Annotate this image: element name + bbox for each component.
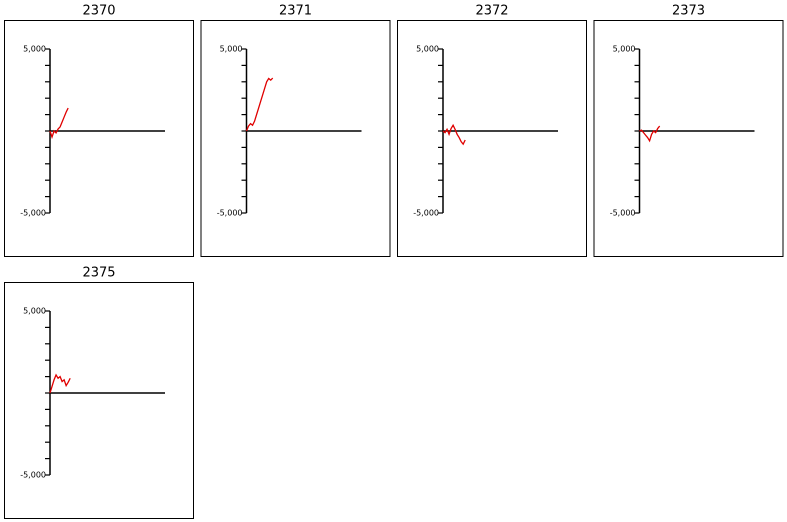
panel-title: 2373 bbox=[672, 4, 705, 19]
panel-title: 2375 bbox=[82, 266, 115, 281]
y-tick-label: 5,000 bbox=[23, 307, 46, 316]
panel-frame bbox=[4, 20, 194, 257]
data-line bbox=[49, 107, 69, 140]
y-tick-label: -5,000 bbox=[413, 209, 439, 218]
y-tick-label: 5,000 bbox=[220, 45, 243, 54]
data-line bbox=[442, 123, 466, 146]
y-tick-label: 5,000 bbox=[416, 45, 439, 54]
panel-frame bbox=[593, 20, 784, 257]
y-tick-label: -5,000 bbox=[217, 209, 243, 218]
panel-frame bbox=[4, 282, 194, 519]
y-tick-label: -5,000 bbox=[20, 471, 46, 480]
y-tick-label: -5,000 bbox=[20, 209, 46, 218]
panel-title: 2372 bbox=[475, 4, 508, 19]
y-tick-label: 5,000 bbox=[613, 45, 636, 54]
data-line bbox=[639, 125, 661, 143]
data-line bbox=[49, 373, 71, 394]
panel-frame bbox=[397, 20, 587, 257]
panel-title: 2371 bbox=[279, 4, 312, 19]
panel-title: 2370 bbox=[82, 4, 115, 19]
data-line bbox=[245, 77, 274, 132]
y-tick-label: -5,000 bbox=[610, 209, 636, 218]
panel-frame bbox=[200, 20, 391, 257]
y-tick-label: 5,000 bbox=[23, 45, 46, 54]
